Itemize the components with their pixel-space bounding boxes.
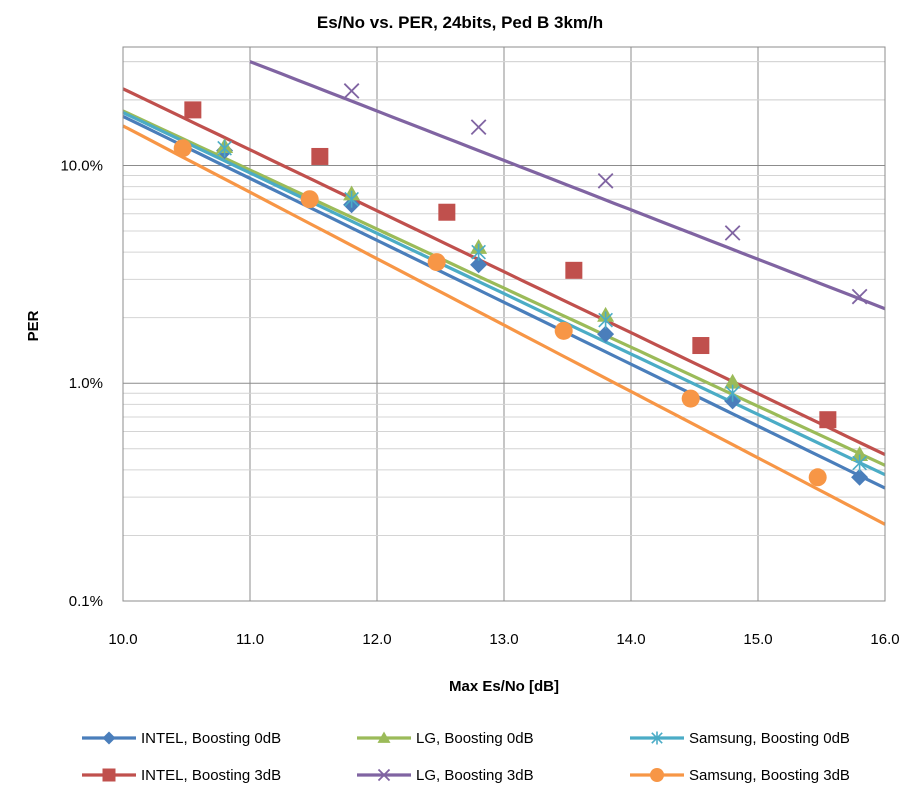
x-axis-title: Max Es/No [dB] [449,678,559,695]
series-line-6 [122,124,886,526]
x-marker [470,119,487,135]
x-marker-stroke [724,225,741,241]
legend-entry-1: INTEL, Boosting 0dB [82,730,281,747]
legend-label: LG, Boosting 3dB [416,767,534,784]
square-marker [438,203,456,221]
x-marker [851,288,868,305]
x-marker-stroke [377,768,391,782]
x-marker-stroke [343,83,360,99]
legend-entry-2: LG, Boosting 0dB [357,730,534,747]
circle-marker [650,768,664,782]
series-line-4 [122,87,886,457]
legend-label: INTEL, Boosting 3dB [141,767,281,784]
asterisk-marker [598,311,613,329]
x-tick-label: 10.0 [108,631,137,648]
series-lines [122,60,886,526]
chart-title: Es/No vs. PER, 24bits, Ped B 3km/h [317,13,603,32]
series-line-5 [249,60,886,311]
circle-marker [173,139,192,158]
circle-marker [554,321,573,340]
asterisk-marker [651,731,663,745]
series-line-1 [122,114,886,490]
series-line-3 [122,111,886,477]
x-marker [377,768,391,782]
legend-entry-5: LG, Boosting 3dB [357,767,534,784]
x-marker-stroke [470,119,487,135]
legend-label: Samsung, Boosting 3dB [689,767,850,784]
diamond-marker [851,468,869,486]
plot-area [122,46,886,602]
legend: INTEL, Boosting 0dB LG, Boosting 0dB Samsu… [82,730,850,784]
y-tick-label: 10.0% [60,157,103,174]
x-marker [343,83,360,99]
plot-frame [122,46,886,602]
circle-marker [300,190,319,209]
legend-label: Samsung, Boosting 0dB [689,730,850,747]
square-marker [184,101,202,119]
x-marker [597,172,614,189]
square-marker [692,337,710,355]
diamond-marker [597,325,615,343]
circle-marker [681,389,700,408]
triangle-marker [851,446,869,462]
series-markers [173,83,869,487]
x-tick-label: 11.0 [236,631,264,648]
legend-entry-3: Samsung, Boosting 0dB [630,730,850,747]
y-tick-labels: 0.1% 1.0% 10.0% [60,157,103,610]
x-marker-stroke [597,172,614,189]
x-tick-label: 14.0 [616,631,645,648]
x-tick-label: 12.0 [362,631,391,648]
legend-label: INTEL, Boosting 0dB [141,730,281,747]
plot-border [122,46,886,602]
triangle-marker [377,731,391,743]
x-tick-label: 16.0 [870,631,899,648]
x-marker-stroke [851,288,868,305]
circle-marker [808,468,827,487]
diamond-marker [102,731,116,745]
triangle-marker [724,373,742,389]
x-tick-label: 13.0 [489,631,518,648]
asterisk-marker [725,384,740,402]
square-marker [311,147,329,165]
grid [123,47,885,601]
legend-entry-6: Samsung, Boosting 3dB [630,767,850,784]
asterisk-marker [217,139,232,157]
asterisk-marker [852,454,867,472]
y-axis-title: PER [25,310,42,341]
legend-label: LG, Boosting 0dB [416,730,534,747]
square-marker [819,411,837,429]
y-tick-label: 1.0% [69,375,103,392]
diamond-marker [470,256,488,274]
x-marker [724,225,741,241]
asterisk-marker [471,243,486,261]
x-tick-label: 15.0 [743,631,772,648]
asterisk-marker [344,190,359,208]
square-marker [102,768,116,782]
circle-marker [427,253,446,272]
square-marker [565,261,583,279]
legend-entry-4: INTEL, Boosting 3dB [82,767,281,784]
x-tick-labels: 10.0 11.0 12.0 13.0 14.0 15.0 16.0 [108,631,899,648]
y-tick-label: 0.1% [69,593,103,610]
series-line-2 [122,109,886,467]
